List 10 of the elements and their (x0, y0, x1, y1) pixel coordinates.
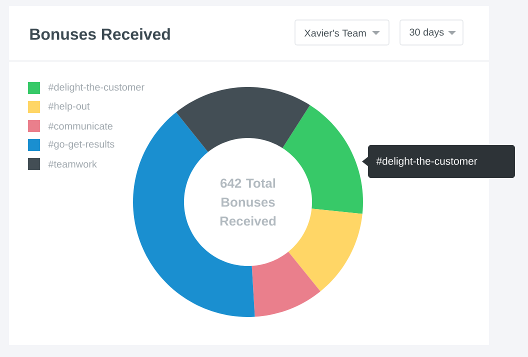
text: 30 days (410, 28, 444, 38)
text: 642 Total Bonuses Received (220, 178, 276, 226)
legend-label: #teamwork (48, 160, 97, 168)
text: Xavier's Team (304, 29, 366, 37)
legend-label: #delight-the-customer (48, 83, 144, 93)
legend-label: #communicate (48, 122, 113, 130)
text: #delight-the-customer (376, 157, 478, 167)
legend-label: #help-out (48, 102, 90, 112)
chart-title: Bonuses Received (30, 28, 170, 40)
legend-label: #go-get-results (48, 140, 114, 150)
